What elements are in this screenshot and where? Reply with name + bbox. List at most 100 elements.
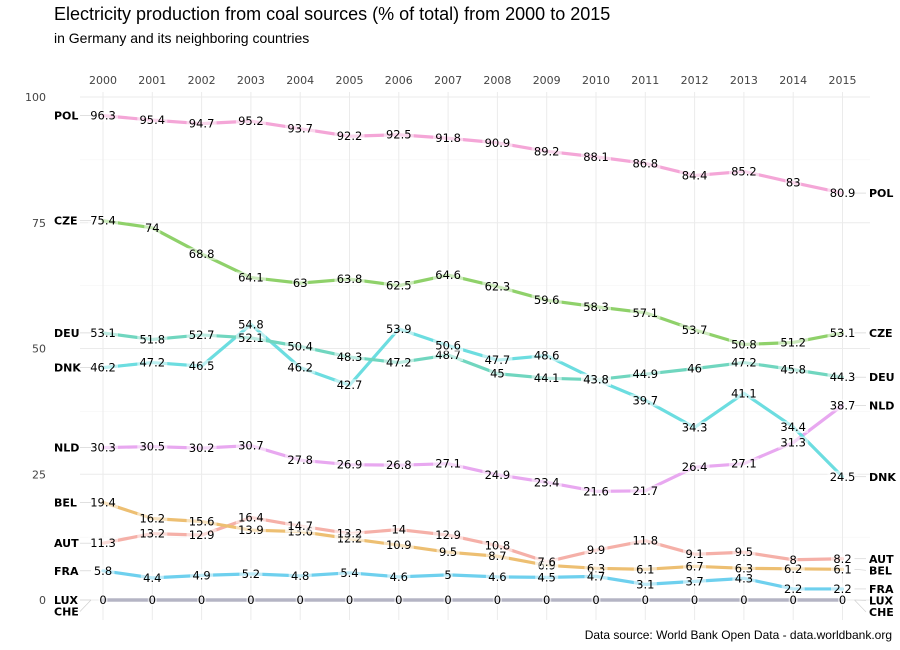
data-label-bg — [531, 349, 562, 362]
data-label: 75.4 — [90, 214, 116, 228]
data-label-bg — [633, 563, 657, 576]
data-label-bg — [679, 461, 710, 474]
data-label-bg — [383, 539, 414, 552]
x-tick-label: 2012 — [681, 74, 709, 87]
data-label: 51.2 — [780, 335, 806, 349]
data-label-bg — [239, 567, 263, 580]
data-label: 62.5 — [386, 279, 412, 293]
data-label-bg — [88, 441, 118, 454]
data-label-bg — [785, 176, 802, 189]
data-label-bg — [827, 371, 858, 384]
data-label: 48.6 — [534, 349, 560, 363]
data-label: 2.2 — [784, 582, 802, 596]
data-label-bg — [531, 145, 562, 158]
series-line-dnk — [101, 322, 845, 479]
country-label-deu: DEU — [869, 371, 895, 384]
data-label: 0 — [592, 593, 599, 607]
country-label-che: CHE — [869, 606, 894, 619]
data-label-bg — [235, 511, 266, 524]
data-label-bg — [140, 571, 164, 584]
data-label: 57.1 — [632, 306, 658, 320]
data-label: 52.7 — [189, 328, 215, 342]
country-label-lux: LUX — [869, 594, 894, 607]
data-label-bg — [186, 442, 217, 455]
data-label-bg — [235, 271, 266, 284]
data-label-bg — [788, 594, 798, 606]
data-label-bg — [788, 553, 798, 566]
data-label: 14 — [391, 523, 406, 537]
data-label: 5.4 — [340, 566, 358, 580]
data-label: 13.2 — [337, 527, 363, 541]
data-label: 24.9 — [485, 468, 511, 482]
data-label: 4.7 — [587, 569, 605, 583]
data-label-bg — [235, 318, 266, 331]
x-tick-label: 2000 — [89, 74, 117, 87]
data-label-bg — [246, 594, 256, 606]
data-label-bg — [186, 529, 217, 542]
data-label: 86.8 — [632, 156, 658, 170]
data-label: 10.8 — [485, 539, 511, 553]
data-label: 0 — [346, 593, 353, 607]
data-label-bg — [394, 594, 404, 606]
leader-line — [854, 569, 867, 571]
data-label-bg — [190, 569, 214, 582]
data-label-bg — [98, 594, 108, 606]
data-label-bg — [433, 269, 464, 282]
data-label: 8.7 — [488, 549, 506, 563]
country-label-nld: NLD — [54, 442, 79, 455]
data-label-bg — [334, 527, 365, 540]
data-label: 9.9 — [587, 543, 605, 557]
x-tick-label: 2006 — [385, 74, 413, 87]
data-label-bg — [482, 468, 513, 481]
chart-subtitle: in Germany and its neighboring countries — [54, 30, 310, 46]
data-label-bg — [732, 546, 756, 559]
data-label: 0 — [247, 593, 254, 607]
data-label: 23.4 — [534, 475, 560, 489]
data-label-bg — [292, 277, 309, 290]
data-label: 0 — [543, 593, 550, 607]
data-label-bg — [728, 457, 759, 470]
data-label-bg — [728, 338, 759, 351]
data-label-bg — [535, 571, 559, 584]
country-label-che: CHE — [54, 606, 79, 619]
data-label: 3.1 — [636, 577, 654, 591]
chart-title: Electricity production from coal sources… — [54, 4, 611, 24]
data-label-bg — [633, 578, 657, 591]
data-label-bg — [345, 594, 354, 606]
data-label: 5 — [444, 568, 451, 582]
data-label: 42.7 — [337, 378, 363, 392]
data-label-bg — [144, 221, 161, 234]
data-label-bg — [831, 563, 854, 576]
data-label: 44.1 — [534, 371, 560, 385]
data-label: 0 — [691, 593, 698, 607]
data-label: 63.8 — [337, 272, 363, 286]
data-label: 92.5 — [386, 128, 412, 142]
data-label-bg — [433, 132, 464, 145]
x-tick-label: 2004 — [286, 74, 314, 87]
data-label: 59.6 — [534, 293, 560, 307]
data-label-bg — [295, 594, 305, 606]
data-label: 27.8 — [287, 453, 313, 467]
data-label-bg — [285, 340, 316, 353]
data-label-bg — [383, 322, 414, 335]
data-label-bg — [443, 568, 453, 581]
data-label: 3.7 — [685, 574, 703, 588]
data-label-bg — [334, 351, 365, 364]
data-label: 4.5 — [538, 570, 556, 584]
data-label: 43.8 — [583, 373, 609, 387]
data-label-bg — [436, 546, 460, 559]
data-label: 68.8 — [189, 247, 215, 261]
data-label-bg — [531, 372, 562, 385]
data-label: 94.7 — [189, 117, 215, 131]
data-label: 74 — [145, 221, 160, 235]
data-label: 11.3 — [90, 536, 116, 550]
series-line-deu — [101, 331, 845, 382]
data-label: 6.7 — [685, 559, 703, 573]
data-label-bg — [778, 420, 809, 433]
country-label-cze: CZE — [869, 327, 893, 340]
data-label-bg — [838, 594, 847, 606]
data-label-bg — [334, 458, 365, 471]
data-label: 26.8 — [386, 458, 412, 472]
data-label: 26.9 — [337, 458, 363, 472]
